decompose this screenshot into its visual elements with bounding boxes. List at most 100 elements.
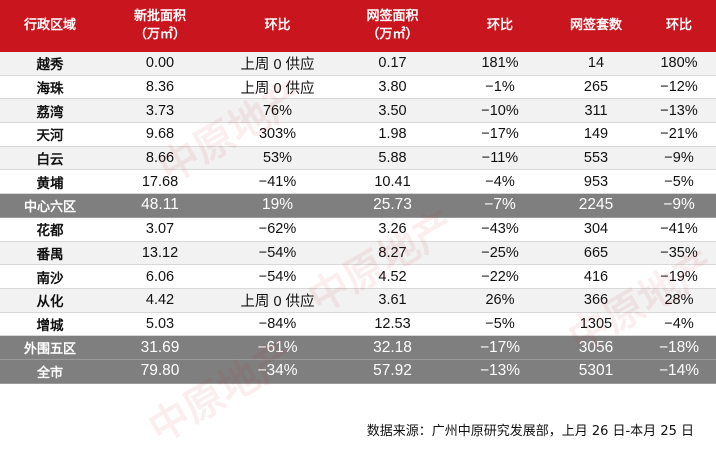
cell-sign-ratio: −13% bbox=[450, 359, 550, 384]
cell-units-ratio: 180% bbox=[642, 52, 716, 76]
table-row: 花都 3.07 −62% 3.26 −43% 304 −41% bbox=[0, 217, 716, 242]
table-row: 外围五区 31.69 −61% 32.18 −17% 3056 −18% bbox=[0, 335, 716, 360]
source-note: 数据来源：广州中原研究发展部，上月 26 日-本月 25 日 bbox=[366, 424, 694, 439]
table-header: 行政区域 新批面积 （万㎡） 环比 网签面积 （万㎡） 环比 网签套数 环比 bbox=[0, 0, 716, 52]
cell-region: 海珠 bbox=[0, 75, 100, 100]
cell-sign-area: 5.88 bbox=[335, 146, 450, 171]
cell-new-area: 17.68 bbox=[100, 169, 220, 195]
table-row: 中心六区 48.11 19% 25.73 −7% 2245 −9% bbox=[0, 193, 716, 218]
cell-units-ratio: −14% bbox=[642, 359, 716, 384]
cell-sign-area: 3.61 bbox=[335, 288, 450, 313]
table-row: 海珠 8.36 上周 0 供应 3.80 −1% 265 −12% bbox=[0, 75, 716, 100]
table-body: 越秀 0.00 上周 0 供应 0.17 181% 14 180% 海珠 8.36 上周 0 供应… bbox=[0, 52, 716, 384]
cell-sign-ratio: 26% bbox=[450, 288, 550, 313]
cell-sign-ratio: −22% bbox=[450, 264, 550, 289]
header-sign-units: 网签套数 bbox=[550, 0, 642, 52]
cell-units-ratio: −9% bbox=[642, 193, 716, 218]
cell-region: 从化 bbox=[0, 288, 100, 313]
cell-units-ratio: −35% bbox=[642, 241, 716, 266]
cell-units-ratio: −9% bbox=[642, 146, 716, 171]
cell-units-ratio: −4% bbox=[642, 312, 716, 337]
cell-sign-area: 3.50 bbox=[335, 98, 450, 124]
cell-new-area: 79.80 bbox=[100, 359, 220, 384]
cell-units-ratio: −21% bbox=[642, 122, 716, 147]
cell-new-ratio: −54% bbox=[220, 264, 335, 289]
cell-region: 番禺 bbox=[0, 241, 100, 266]
header-units-ratio: 环比 bbox=[642, 0, 716, 52]
cell-sign-units: 953 bbox=[550, 169, 642, 195]
cell-sign-units: 149 bbox=[550, 122, 642, 147]
cell-units-ratio: −5% bbox=[642, 169, 716, 195]
cell-sign-area: 0.17 bbox=[335, 52, 450, 76]
cell-region: 全市 bbox=[0, 359, 100, 384]
cell-new-ratio: −41% bbox=[220, 169, 335, 195]
cell-units-ratio: −18% bbox=[642, 335, 716, 360]
cell-sign-area: 25.73 bbox=[335, 193, 450, 218]
cell-sign-area: 3.26 bbox=[335, 217, 450, 242]
cell-sign-area: 3.80 bbox=[335, 75, 450, 100]
cell-new-area: 0.00 bbox=[100, 52, 220, 76]
cell-sign-area: 10.41 bbox=[335, 169, 450, 195]
cell-sign-units: 416 bbox=[550, 264, 642, 289]
table-row: 从化 4.42 上周 0 供应 3.61 26% 366 28% bbox=[0, 288, 716, 313]
header-sign-area: 网签面积 （万㎡） bbox=[335, 0, 450, 52]
cell-region: 天河 bbox=[0, 122, 100, 147]
cell-sign-ratio: −7% bbox=[450, 193, 550, 218]
cell-new-area: 8.36 bbox=[100, 75, 220, 100]
cell-new-area: 48.11 bbox=[100, 193, 220, 218]
cell-sign-units: 311 bbox=[550, 98, 642, 124]
cell-sign-units: 1305 bbox=[550, 312, 642, 337]
cell-sign-ratio: −17% bbox=[450, 122, 550, 147]
cell-new-ratio: 19% bbox=[220, 193, 335, 218]
header-sign-ratio: 环比 bbox=[450, 0, 550, 52]
cell-new-ratio: −62% bbox=[220, 217, 335, 242]
cell-new-area: 5.03 bbox=[100, 312, 220, 337]
cell-region: 越秀 bbox=[0, 52, 100, 76]
cell-units-ratio: −12% bbox=[642, 75, 716, 100]
table-row: 全市 79.80 −34% 57.92 −13% 5301 −14% bbox=[0, 359, 716, 384]
cell-sign-units: 2245 bbox=[550, 193, 642, 218]
cell-sign-units: 265 bbox=[550, 75, 642, 100]
table-row: 黄埔 17.68 −41% 10.41 −4% 953 −5% bbox=[0, 169, 716, 195]
cell-sign-units: 665 bbox=[550, 241, 642, 266]
cell-sign-area: 32.18 bbox=[335, 335, 450, 360]
table-row: 荔湾 3.73 76% 3.50 −10% 311 −13% bbox=[0, 98, 716, 124]
cell-new-ratio: −34% bbox=[220, 359, 335, 384]
cell-region: 外围五区 bbox=[0, 335, 100, 360]
cell-new-area: 8.66 bbox=[100, 146, 220, 171]
table-row: 白云 8.66 53% 5.88 −11% 553 −9% bbox=[0, 146, 716, 171]
cell-sign-ratio: −11% bbox=[450, 146, 550, 171]
cell-sign-ratio: −10% bbox=[450, 98, 550, 124]
header-new-area-unit: （万㎡） bbox=[133, 27, 186, 42]
cell-region: 荔湾 bbox=[0, 98, 100, 124]
cell-sign-ratio: 181% bbox=[450, 52, 550, 76]
table-row: 南沙 6.06 −54% 4.52 −22% 416 −19% bbox=[0, 264, 716, 289]
cell-sign-ratio: −43% bbox=[450, 217, 550, 242]
cell-sign-units: 3056 bbox=[550, 335, 642, 360]
cell-units-ratio: −41% bbox=[642, 217, 716, 242]
cell-new-area: 31.69 bbox=[100, 335, 220, 360]
cell-region: 黄埔 bbox=[0, 169, 100, 195]
cell-region: 花都 bbox=[0, 217, 100, 242]
table-row: 增城 5.03 −84% 12.53 −5% 1305 −4% bbox=[0, 312, 716, 337]
table-row: 天河 9.68 303% 1.98 −17% 149 −21% bbox=[0, 122, 716, 147]
housing-data-table: 行政区域 新批面积 （万㎡） 环比 网签面积 （万㎡） 环比 网签套数 环比 越秀 0… bbox=[0, 0, 716, 384]
header-sign-area-unit: （万㎡） bbox=[366, 27, 419, 42]
cell-sign-ratio: −25% bbox=[450, 241, 550, 266]
cell-new-ratio: 303% bbox=[220, 122, 335, 147]
cell-new-ratio: −54% bbox=[220, 241, 335, 266]
cell-sign-ratio: −17% bbox=[450, 335, 550, 360]
cell-sign-ratio: −5% bbox=[450, 312, 550, 337]
header-row: 行政区域 新批面积 （万㎡） 环比 网签面积 （万㎡） 环比 网签套数 环比 bbox=[0, 0, 716, 52]
cell-new-ratio: 76% bbox=[220, 98, 335, 124]
cell-sign-units: 14 bbox=[550, 52, 642, 76]
header-region: 行政区域 bbox=[0, 0, 100, 52]
cell-units-ratio: 28% bbox=[642, 288, 716, 313]
cell-sign-ratio: −4% bbox=[450, 169, 550, 195]
cell-new-ratio: 上周 0 供应 bbox=[220, 52, 335, 76]
cell-new-ratio: 上周 0 供应 bbox=[220, 288, 335, 313]
header-new-area-label: 新批面积 bbox=[133, 9, 186, 24]
cell-sign-area: 57.92 bbox=[335, 359, 450, 384]
cell-sign-area: 8.27 bbox=[335, 241, 450, 266]
cell-new-area: 3.07 bbox=[100, 217, 220, 242]
